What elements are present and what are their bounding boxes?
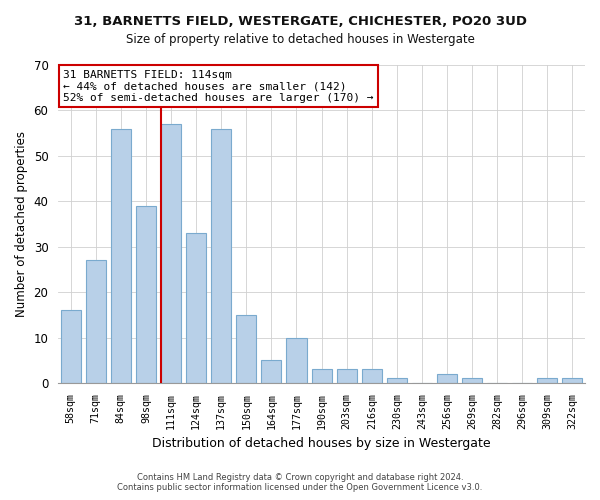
Bar bbox=[186, 233, 206, 383]
Bar bbox=[387, 378, 407, 383]
Bar bbox=[362, 370, 382, 383]
Bar bbox=[161, 124, 181, 383]
Y-axis label: Number of detached properties: Number of detached properties bbox=[15, 131, 28, 317]
Bar bbox=[262, 360, 281, 383]
Text: 31, BARNETTS FIELD, WESTERGATE, CHICHESTER, PO20 3UD: 31, BARNETTS FIELD, WESTERGATE, CHICHEST… bbox=[74, 15, 527, 28]
Bar bbox=[61, 310, 81, 383]
Bar bbox=[562, 378, 583, 383]
Bar bbox=[236, 315, 256, 383]
Bar bbox=[538, 378, 557, 383]
Bar bbox=[111, 128, 131, 383]
Bar bbox=[211, 128, 231, 383]
Bar bbox=[286, 338, 307, 383]
Bar bbox=[311, 370, 332, 383]
Bar bbox=[437, 374, 457, 383]
Text: 31 BARNETTS FIELD: 114sqm
← 44% of detached houses are smaller (142)
52% of semi: 31 BARNETTS FIELD: 114sqm ← 44% of detac… bbox=[64, 70, 374, 103]
Bar bbox=[86, 260, 106, 383]
Bar bbox=[136, 206, 156, 383]
Bar bbox=[337, 370, 356, 383]
Text: Size of property relative to detached houses in Westergate: Size of property relative to detached ho… bbox=[125, 32, 475, 46]
X-axis label: Distribution of detached houses by size in Westergate: Distribution of detached houses by size … bbox=[152, 437, 491, 450]
Bar bbox=[462, 378, 482, 383]
Text: Contains HM Land Registry data © Crown copyright and database right 2024.
Contai: Contains HM Land Registry data © Crown c… bbox=[118, 473, 482, 492]
